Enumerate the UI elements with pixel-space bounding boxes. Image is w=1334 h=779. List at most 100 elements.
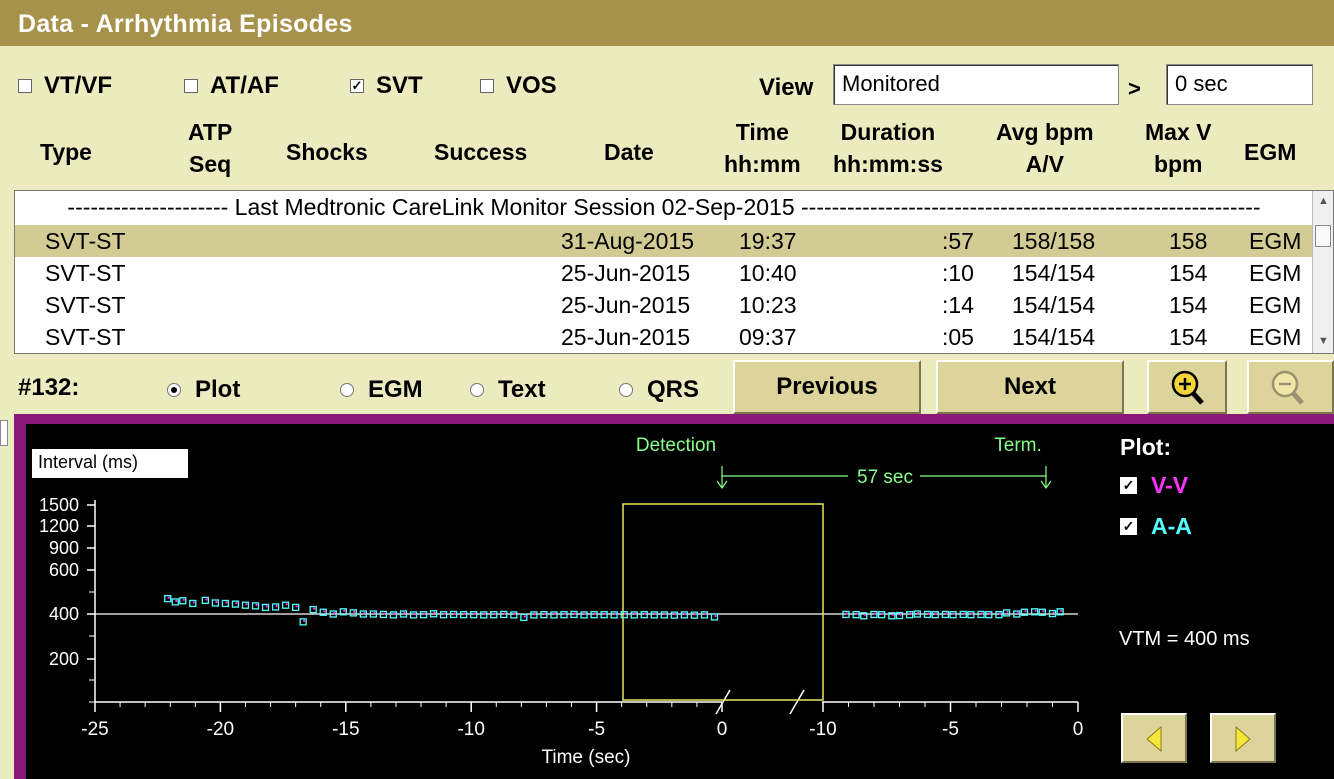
- y-tick-label: 1200: [39, 516, 79, 536]
- filter-vtvf-checkbox[interactable]: VT/VF: [18, 72, 112, 100]
- episode-number: #132:: [18, 374, 80, 401]
- y-axis-label: Interval (ms): [32, 449, 188, 478]
- col-header-type: Type: [40, 139, 92, 165]
- scroll-down-arrow-icon[interactable]: ▼: [1318, 335, 1329, 347]
- vv-interval-point: [175, 599, 178, 603]
- vv-interval-point: [245, 603, 248, 606]
- axis-break: [715, 689, 731, 715]
- duration-threshold-input[interactable]: 0 sec: [1166, 64, 1313, 105]
- aa-interval-point: [1048, 609, 1057, 618]
- aa-interval-point: [580, 611, 588, 619]
- aa-interval-point: [670, 611, 678, 619]
- cell-duration: :14: [942, 292, 974, 318]
- zoom-in-button[interactable]: [1147, 360, 1227, 414]
- vv-interval-point: [909, 612, 912, 615]
- col-header-max-v: Max V bpm: [1145, 114, 1211, 182]
- aa-interval-point: [460, 611, 468, 619]
- checkbox-unchecked-icon: [18, 79, 32, 93]
- scroll-thumb[interactable]: [1315, 225, 1331, 247]
- filter-svt-checkbox[interactable]: ✓ SVT: [350, 72, 423, 100]
- legend-aa-toggle[interactable]: ✓ A-A: [1120, 513, 1192, 540]
- table-row[interactable]: SVT-ST 25-Jun-2015 10:23 :14 154/154 154…: [15, 289, 1313, 321]
- scroll-left-button[interactable]: [1121, 713, 1187, 763]
- aa-interval-point: [189, 599, 197, 608]
- vv-interval-point: [533, 612, 537, 616]
- cell-egm: EGM: [1249, 324, 1302, 350]
- aa-interval-point: [211, 599, 220, 607]
- x-tick-label: -10: [457, 719, 484, 740]
- vv-interval-point: [654, 612, 657, 616]
- aa-interval-point: [1020, 608, 1029, 616]
- filter-ataf-checkbox[interactable]: AT/AF: [184, 72, 279, 100]
- aa-interval-point: [1031, 608, 1039, 616]
- aa-interval-point: [1056, 608, 1064, 616]
- aa-interval-point: [470, 611, 478, 619]
- table-row[interactable]: SVT-ST 25-Jun-2015 09:37 :05 154/154 154…: [15, 321, 1313, 353]
- vv-interval-point: [493, 612, 496, 615]
- cell-max-bpm: 154: [1169, 292, 1208, 318]
- magnifier-minus-icon: [1271, 370, 1304, 405]
- greater-than-label: >: [1128, 76, 1141, 101]
- radio-qrs[interactable]: QRS: [619, 376, 699, 404]
- vv-interval-point: [963, 612, 966, 615]
- aa-interval-point: [171, 598, 179, 606]
- vv-interval-point: [295, 605, 298, 608]
- scroll-up-arrow-icon[interactable]: ▲: [1318, 195, 1329, 207]
- aa-interval-point: [610, 611, 618, 619]
- x-tick-label: 0: [717, 719, 728, 740]
- aa-interval-point: [710, 613, 719, 621]
- vv-interval-point: [373, 611, 376, 615]
- zoom-out-button[interactable]: [1247, 360, 1334, 414]
- col-header-line: Time: [735, 119, 789, 145]
- aa-interval-point: [329, 610, 337, 618]
- vv-interval-point: [945, 612, 948, 615]
- radio-egm[interactable]: EGM: [340, 376, 423, 404]
- view-select[interactable]: Monitored: [833, 64, 1119, 105]
- aa-interval-point: [439, 611, 448, 619]
- vv-interval-point: [593, 612, 597, 615]
- vv-interval-point: [423, 612, 426, 615]
- triangle-right-icon: [1235, 725, 1251, 753]
- aa-interval-point: [650, 611, 658, 619]
- cell-egm: EGM: [1249, 228, 1302, 254]
- filter-label: VOS: [506, 72, 557, 99]
- aa-interval-point: [299, 618, 307, 626]
- vv-interval-point: [265, 605, 268, 608]
- y-tick-label: 200: [49, 649, 79, 669]
- aa-interval-point: [690, 611, 699, 619]
- radio-text[interactable]: Text: [470, 376, 546, 404]
- aa-interval-point: [164, 594, 172, 603]
- scroll-right-button[interactable]: [1210, 713, 1276, 763]
- vv-interval-point: [935, 612, 938, 615]
- aa-interval-point: [842, 610, 850, 619]
- checkmark-icon: ✓: [350, 78, 364, 93]
- aa-interval-point: [931, 611, 939, 619]
- table-row[interactable]: SVT-ST 31-Aug-2015 19:37 :57 158/158 158…: [15, 225, 1313, 257]
- cell-type: SVT-ST: [45, 292, 126, 318]
- vv-interval-point: [583, 612, 587, 616]
- vv-interval-point: [192, 601, 195, 604]
- aa-interval-point: [959, 610, 967, 619]
- vv-interval-point: [513, 612, 516, 616]
- vv-interval-point: [463, 612, 466, 615]
- filter-vos-checkbox[interactable]: VOS: [480, 72, 557, 100]
- episode-table[interactable]: --------------------- Last Medtronic Car…: [14, 190, 1334, 354]
- vv-interval-point: [182, 598, 185, 601]
- legend-vv-toggle[interactable]: ✓ V-V: [1120, 472, 1188, 499]
- next-button[interactable]: Next: [936, 360, 1124, 414]
- duration-span-label: 57 sec: [857, 467, 913, 488]
- aa-interval-point: [620, 611, 628, 619]
- x-tick-label: -10: [809, 719, 836, 740]
- vv-interval-point: [483, 612, 486, 616]
- aa-interval-point: [500, 610, 508, 619]
- radio-label: EGM: [368, 376, 423, 403]
- radio-plot[interactable]: Plot: [167, 376, 240, 404]
- aa-interval-point: [271, 603, 280, 611]
- table-scrollbar[interactable]: ▲ ▼: [1312, 191, 1333, 353]
- col-header-line: Duration: [840, 119, 936, 145]
- previous-button[interactable]: Previous: [733, 360, 921, 414]
- x-tick-label: 0: [1073, 719, 1084, 740]
- col-header-atp: ATP Seq: [188, 114, 232, 182]
- table-row[interactable]: SVT-ST 25-Jun-2015 10:40 :10 154/154 154…: [15, 257, 1313, 289]
- filter-label: AT/AF: [210, 72, 279, 99]
